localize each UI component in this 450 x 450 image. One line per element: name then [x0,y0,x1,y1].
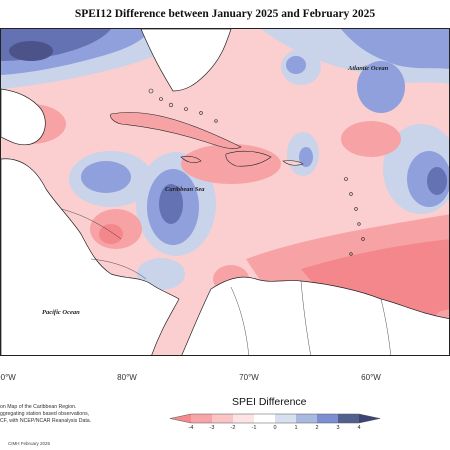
colorbar-segment [338,414,360,423]
note-line-2: ggregating station based observations, [0,411,90,417]
lon-label-60w: 60°W [361,373,381,382]
colorbar-tick-label: 3 [336,425,340,431]
colorbar-tick-label: -1 [251,425,257,431]
colorbar-tick-label: 4 [357,425,361,431]
colorbar-tick-label: -2 [230,425,236,431]
colorbar-tick-label: 1 [294,425,298,431]
legend-title: SPEI Difference [232,396,307,408]
lon-label-80w: 80°W [117,373,137,382]
label-atlantic-ocean: Atlantic Ocean [348,65,389,72]
colorbar-segment [212,414,234,423]
colorbar-tick-label: -4 [188,425,194,431]
colorbar-tick-label: 0 [273,425,277,431]
lon-label-90w: 90°W [0,373,16,382]
label-pacific-ocean: Pacific Ocean [42,309,80,316]
colorbar-segment [296,414,318,423]
lon-label-70w: 70°W [239,373,259,382]
wet-region-northeast [261,29,449,214]
colorbar-segment [254,414,276,423]
colorbar-segment [317,414,339,423]
land-masses [1,29,449,355]
wet-region-northwest [1,29,186,89]
colorbar-outline [169,413,381,424]
colorbar-tick-label: -3 [209,425,215,431]
note-line-1: on Map of the Caribbean Region. [0,404,77,410]
map-frame [0,28,450,356]
spei-difference-map [1,29,449,355]
credit-text: CIMH February 2025 [8,441,51,446]
colorbar-segment [359,414,380,423]
legend-colorbar [169,413,381,424]
colorbar-segment [191,414,213,423]
colorbar-segment [170,414,191,423]
map-title: SPEI12 Difference between January 2025 a… [74,8,376,20]
colorbar-segment [275,414,297,423]
colorbar-tick-label: 2 [315,425,319,431]
colorbar-segment [233,414,255,423]
label-caribbean-sea: Caribbean Sea [165,186,205,193]
note-line-3: CF, with NCEP/NCAR Reanalysis Data. [0,418,92,424]
